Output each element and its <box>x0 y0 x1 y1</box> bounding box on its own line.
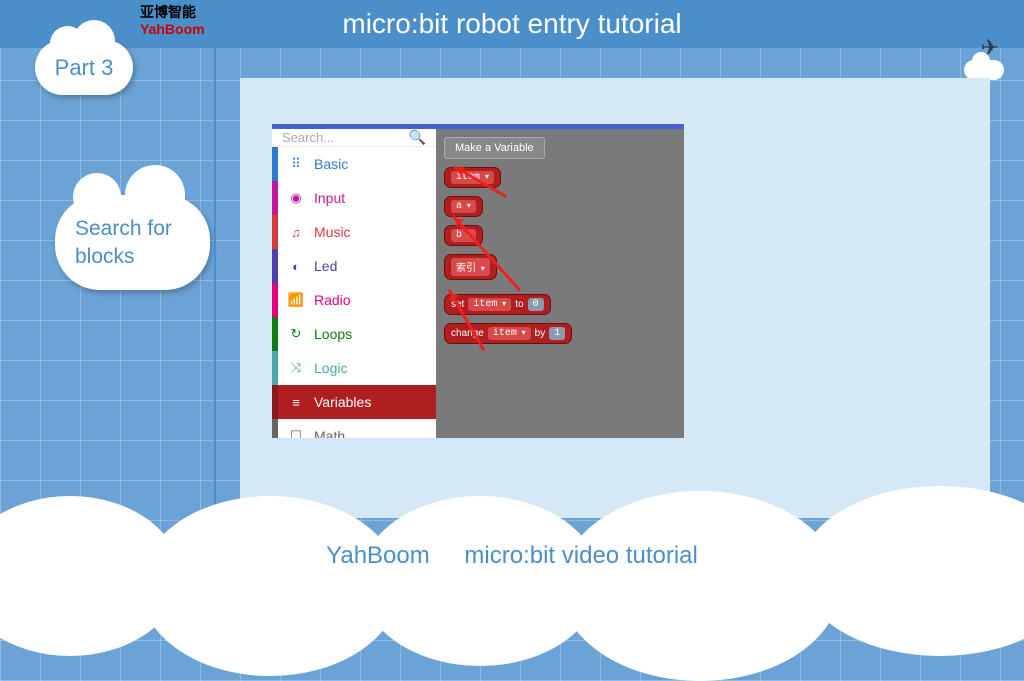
category-logic[interactable]: ⤨Logic <box>272 351 436 385</box>
input-icon: ◉ <box>288 190 304 206</box>
search-input[interactable]: Search... 🔍 <box>272 129 436 147</box>
category-led[interactable]: ◐Led <box>272 249 436 283</box>
category-input[interactable]: ◉Input <box>272 181 436 215</box>
category-variables[interactable]: ≡Variables <box>272 385 436 419</box>
change-block[interactable]: change item by 1 <box>444 323 572 344</box>
category-loops[interactable]: ↻Loops <box>272 317 436 351</box>
search-icon[interactable]: 🔍 <box>409 129 426 146</box>
variable-dropdown[interactable]: 索引 <box>451 258 490 276</box>
category-music[interactable]: ♫Music <box>272 215 436 249</box>
math-icon: ☐ <box>288 428 304 438</box>
makecode-editor: Search... 🔍 ⠿Basic◉Input♫Music◐Led📶Radio… <box>272 124 684 438</box>
basic-icon: ⠿ <box>288 156 304 172</box>
footer-subtitle: micro:bit video tutorial <box>464 542 697 569</box>
loops-icon: ↻ <box>288 326 304 342</box>
category-basic[interactable]: ⠿Basic <box>272 147 436 181</box>
category-radio[interactable]: 📶Radio <box>272 283 436 317</box>
footer: YahBoom micro:bit video tutorial <box>0 542 1024 570</box>
logo-text-cn: 亚博智能 <box>140 4 205 21</box>
music-icon: ♫ <box>288 225 304 240</box>
category-math[interactable]: ☐Math <box>272 419 436 438</box>
category-sidebar: Search... 🔍 ⠿Basic◉Input♫Music◐Led📶Radio… <box>272 129 436 438</box>
content-panel: Search... 🔍 ⠿Basic◉Input♫Music◐Led📶Radio… <box>240 78 990 518</box>
vertical-divider <box>214 48 216 528</box>
change-value-slot[interactable]: 1 <box>549 327 565 340</box>
part-badge: Part 3 <box>35 40 133 95</box>
small-cloud-icon <box>964 60 1004 80</box>
logic-icon: ⤨ <box>288 360 304 376</box>
set-value-slot[interactable]: 0 <box>528 298 544 311</box>
header-bar: 亚博智能 YahBoom micro:bit robot entry tutor… <box>0 0 1024 48</box>
set-var-dropdown[interactable]: item <box>468 298 511 311</box>
brand-logo: 亚博智能 YahBoom <box>140 4 205 38</box>
variables-icon: ≡ <box>288 395 304 410</box>
blocks-palette: Make a Variable itemab索引 set item to 0 c… <box>436 129 684 438</box>
side-label-cloud: Search for blocks <box>55 195 210 290</box>
change-var-dropdown[interactable]: item <box>488 327 531 340</box>
search-placeholder: Search... <box>282 130 334 145</box>
led-icon: ◐ <box>288 259 304 274</box>
make-variable-button[interactable]: Make a Variable <box>444 137 545 159</box>
variable-block[interactable]: a <box>444 196 483 217</box>
footer-brand: YahBoom <box>326 542 430 569</box>
part-badge-label: Part 3 <box>55 55 114 81</box>
logo-text-en: YahBoom <box>140 21 205 38</box>
side-label-text: Search for blocks <box>75 215 172 270</box>
radio-icon: 📶 <box>288 292 304 308</box>
